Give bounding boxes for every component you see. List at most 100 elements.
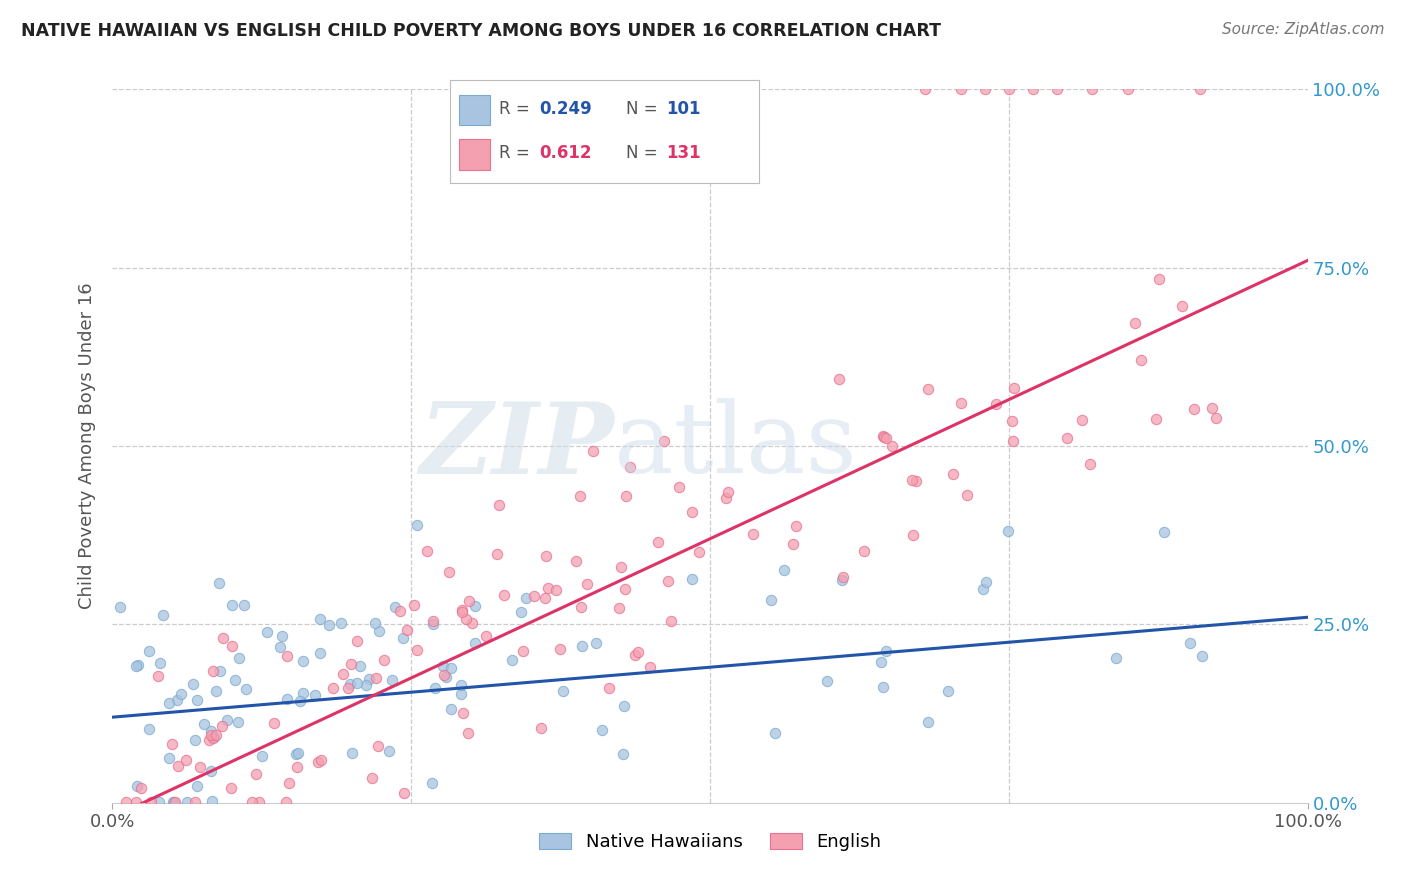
- Point: [339, 676, 361, 690]
- Point: [304, 688, 326, 702]
- Point: [349, 659, 371, 673]
- Point: [461, 616, 484, 631]
- Point: [456, 612, 478, 626]
- Point: [131, 780, 153, 795]
- Point: [624, 648, 647, 663]
- Point: [638, 660, 661, 674]
- Point: [287, 746, 309, 760]
- Point: [290, 694, 312, 708]
- Text: 0.612: 0.612: [540, 145, 592, 162]
- Point: [437, 565, 460, 579]
- Point: [157, 751, 180, 765]
- Point: [565, 554, 588, 568]
- Point: [392, 631, 415, 645]
- Point: [420, 775, 443, 789]
- Point: [530, 721, 553, 735]
- Point: [125, 795, 148, 809]
- Point: [537, 581, 560, 595]
- Point: [389, 604, 412, 618]
- Point: [950, 396, 973, 410]
- Point: [591, 723, 613, 738]
- Point: [647, 535, 669, 549]
- Point: [200, 723, 222, 738]
- Point: [553, 683, 575, 698]
- Point: [433, 668, 456, 682]
- Point: [828, 372, 851, 386]
- Point: [627, 644, 650, 658]
- Point: [434, 670, 457, 684]
- Point: [205, 728, 228, 742]
- Point: [309, 646, 332, 660]
- Point: [872, 680, 894, 694]
- Point: [219, 780, 242, 795]
- Point: [384, 600, 406, 615]
- Point: [682, 572, 704, 586]
- Point: [652, 434, 675, 449]
- Point: [200, 764, 222, 778]
- Point: [432, 659, 454, 673]
- Point: [125, 779, 148, 793]
- Point: [165, 795, 187, 809]
- Point: [318, 618, 340, 632]
- Point: [247, 795, 270, 809]
- Point: [464, 599, 486, 613]
- Point: [271, 629, 294, 643]
- Point: [440, 702, 463, 716]
- Point: [1149, 272, 1171, 286]
- Point: [208, 576, 231, 591]
- Point: [322, 681, 344, 695]
- Point: [763, 726, 786, 740]
- Point: [1105, 650, 1128, 665]
- Point: [166, 692, 188, 706]
- Point: [157, 697, 180, 711]
- Point: [378, 744, 401, 758]
- Point: [202, 664, 225, 678]
- Point: [515, 591, 537, 606]
- Point: [974, 82, 997, 96]
- Point: [367, 739, 389, 753]
- Point: [1118, 82, 1140, 96]
- Point: [361, 771, 384, 785]
- Point: [186, 779, 208, 793]
- Text: N =: N =: [626, 100, 664, 118]
- Point: [309, 612, 332, 626]
- Point: [193, 717, 215, 731]
- Point: [181, 677, 204, 691]
- Point: [346, 634, 368, 648]
- Point: [163, 795, 186, 809]
- Point: [184, 795, 207, 809]
- Point: [585, 636, 607, 650]
- Point: [416, 544, 439, 558]
- Point: [276, 691, 298, 706]
- Point: [619, 460, 641, 475]
- Point: [917, 714, 939, 729]
- Point: [152, 608, 174, 623]
- Point: [201, 731, 224, 746]
- Point: [190, 760, 212, 774]
- Point: [501, 653, 523, 667]
- Point: [657, 574, 679, 588]
- Point: [198, 732, 221, 747]
- Text: 131: 131: [666, 145, 702, 162]
- Point: [575, 577, 598, 591]
- Point: [1002, 381, 1025, 395]
- Point: [274, 795, 297, 809]
- Point: [211, 719, 233, 733]
- Point: [425, 681, 447, 695]
- Point: [269, 640, 291, 655]
- Point: [534, 549, 557, 563]
- Point: [405, 517, 427, 532]
- Point: [997, 524, 1019, 539]
- Point: [307, 755, 329, 769]
- Point: [972, 582, 994, 597]
- Point: [1056, 431, 1078, 445]
- Point: [354, 678, 377, 692]
- Point: [882, 439, 904, 453]
- Point: [942, 467, 965, 482]
- Point: [485, 547, 508, 561]
- Point: [598, 681, 620, 696]
- Point: [668, 480, 690, 494]
- Point: [488, 498, 510, 512]
- Point: [285, 760, 308, 774]
- Text: N =: N =: [626, 145, 664, 162]
